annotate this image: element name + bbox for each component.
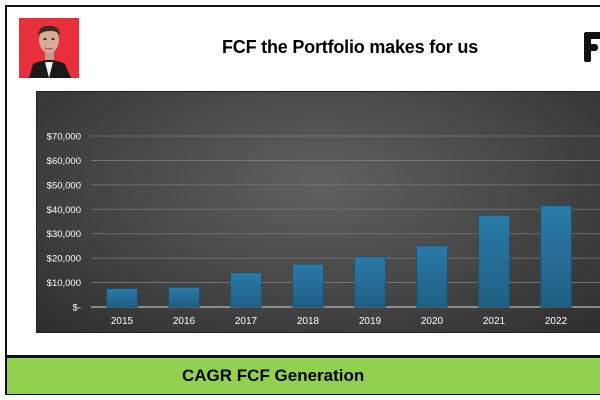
x-tick-label: 2017	[235, 316, 258, 327]
section-divider	[5, 355, 600, 357]
x-tick-label: 2021	[483, 316, 506, 327]
y-tick-label: $50,000	[47, 180, 81, 191]
y-tick-label: $60,000	[47, 156, 81, 167]
bar-2015	[106, 288, 138, 308]
presenter-avatar	[19, 18, 79, 78]
y-tick-label: $70,000	[47, 132, 81, 143]
x-tick-label: 2015	[111, 316, 134, 327]
y-tick-label: $20,000	[47, 254, 81, 265]
x-tick-label: 2020	[421, 316, 444, 327]
x-tick-label: 2016	[173, 316, 196, 327]
y-tick-label: $10,000	[47, 278, 81, 289]
bar-2022	[540, 205, 572, 308]
cagr-band	[7, 357, 600, 394]
y-tick-label: $30,000	[47, 229, 81, 240]
page-title: FCF the Portfolio makes for us	[221, 37, 479, 57]
bar-2019	[354, 256, 386, 308]
x-tick-label: 2018	[297, 316, 320, 327]
fcf-chart: $- $10,000 $20,000 $30,000 $40,000 $50,000 $60…	[36, 91, 600, 333]
y-tick-label: $-	[73, 303, 81, 314]
x-tick-label: 2022	[545, 316, 568, 327]
bar-2020	[416, 245, 448, 308]
person-photo-icon	[19, 18, 79, 78]
bar-2016	[168, 287, 200, 308]
bar-2018	[292, 263, 324, 308]
brand-logo-icon	[582, 30, 600, 66]
cagr-title: CAGR FCF Generation	[182, 366, 365, 385]
bar-2017	[230, 272, 262, 308]
bar-2021	[478, 215, 510, 308]
y-tick-label: $40,000	[47, 205, 81, 216]
x-tick-label: 2019	[359, 316, 382, 327]
fcf-bar-chart: $- $10,000 $20,000 $30,000 $40,000 $50,000 $60…	[47, 132, 600, 327]
